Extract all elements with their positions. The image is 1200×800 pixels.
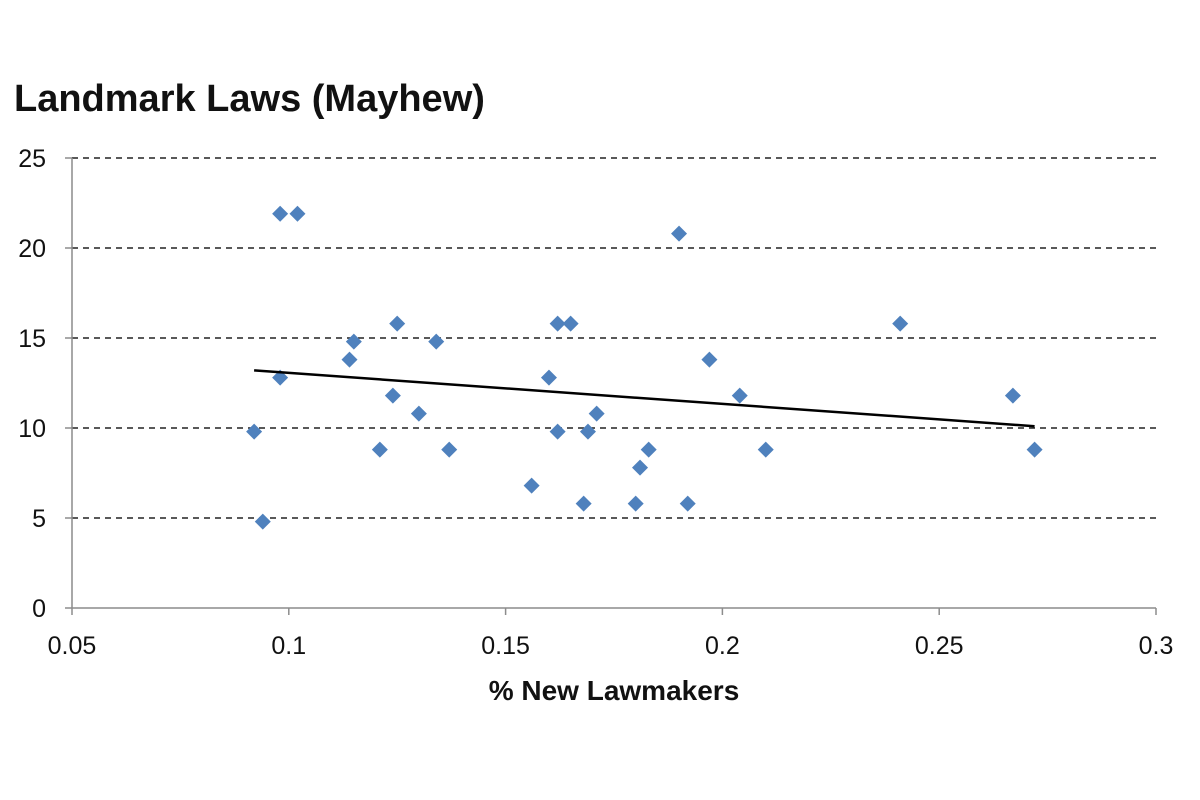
y-tick-label: 0 <box>32 595 46 623</box>
x-tick-label: 0.15 <box>481 632 530 660</box>
data-point <box>627 495 644 512</box>
data-point <box>575 495 592 512</box>
x-axis-title: % New Lawmakers <box>489 675 740 706</box>
x-tick-label: 0.25 <box>915 632 964 660</box>
data-point <box>389 315 406 332</box>
data-point <box>562 315 579 332</box>
data-point <box>671 225 688 242</box>
data-point <box>345 333 362 350</box>
data-point <box>540 369 557 386</box>
data-point <box>1004 387 1021 404</box>
data-point <box>428 333 445 350</box>
data-point <box>579 423 596 440</box>
trendline <box>254 369 1035 428</box>
data-point <box>410 405 427 422</box>
y-tick-label: 20 <box>18 235 46 263</box>
data-point <box>701 351 718 368</box>
data-point <box>1026 441 1043 458</box>
x-tick-label: 0.3 <box>1139 632 1174 660</box>
data-point <box>549 315 566 332</box>
data-point <box>254 513 271 530</box>
y-tick-label: 25 <box>18 145 46 173</box>
data-point <box>289 205 306 222</box>
data-point <box>679 495 696 512</box>
data-point <box>632 459 649 476</box>
y-tick-label: 15 <box>18 325 46 353</box>
data-point <box>588 405 605 422</box>
y-tick-label: 10 <box>18 415 46 443</box>
data-point <box>384 387 401 404</box>
data-point <box>731 387 748 404</box>
x-tick-label: 0.2 <box>705 632 740 660</box>
x-tick-label: 0.05 <box>48 632 97 660</box>
data-point <box>246 423 263 440</box>
data-point <box>341 351 358 368</box>
data-point <box>523 477 540 494</box>
y-tick-label: 5 <box>32 505 46 533</box>
chart-title: Landmark Laws (Mayhew) <box>14 78 485 120</box>
data-point <box>757 441 774 458</box>
data-point <box>640 441 657 458</box>
data-point <box>272 205 289 222</box>
data-point <box>549 423 566 440</box>
data-point <box>892 315 909 332</box>
data-point <box>441 441 458 458</box>
data-point <box>371 441 388 458</box>
x-tick-label: 0.1 <box>271 632 306 660</box>
